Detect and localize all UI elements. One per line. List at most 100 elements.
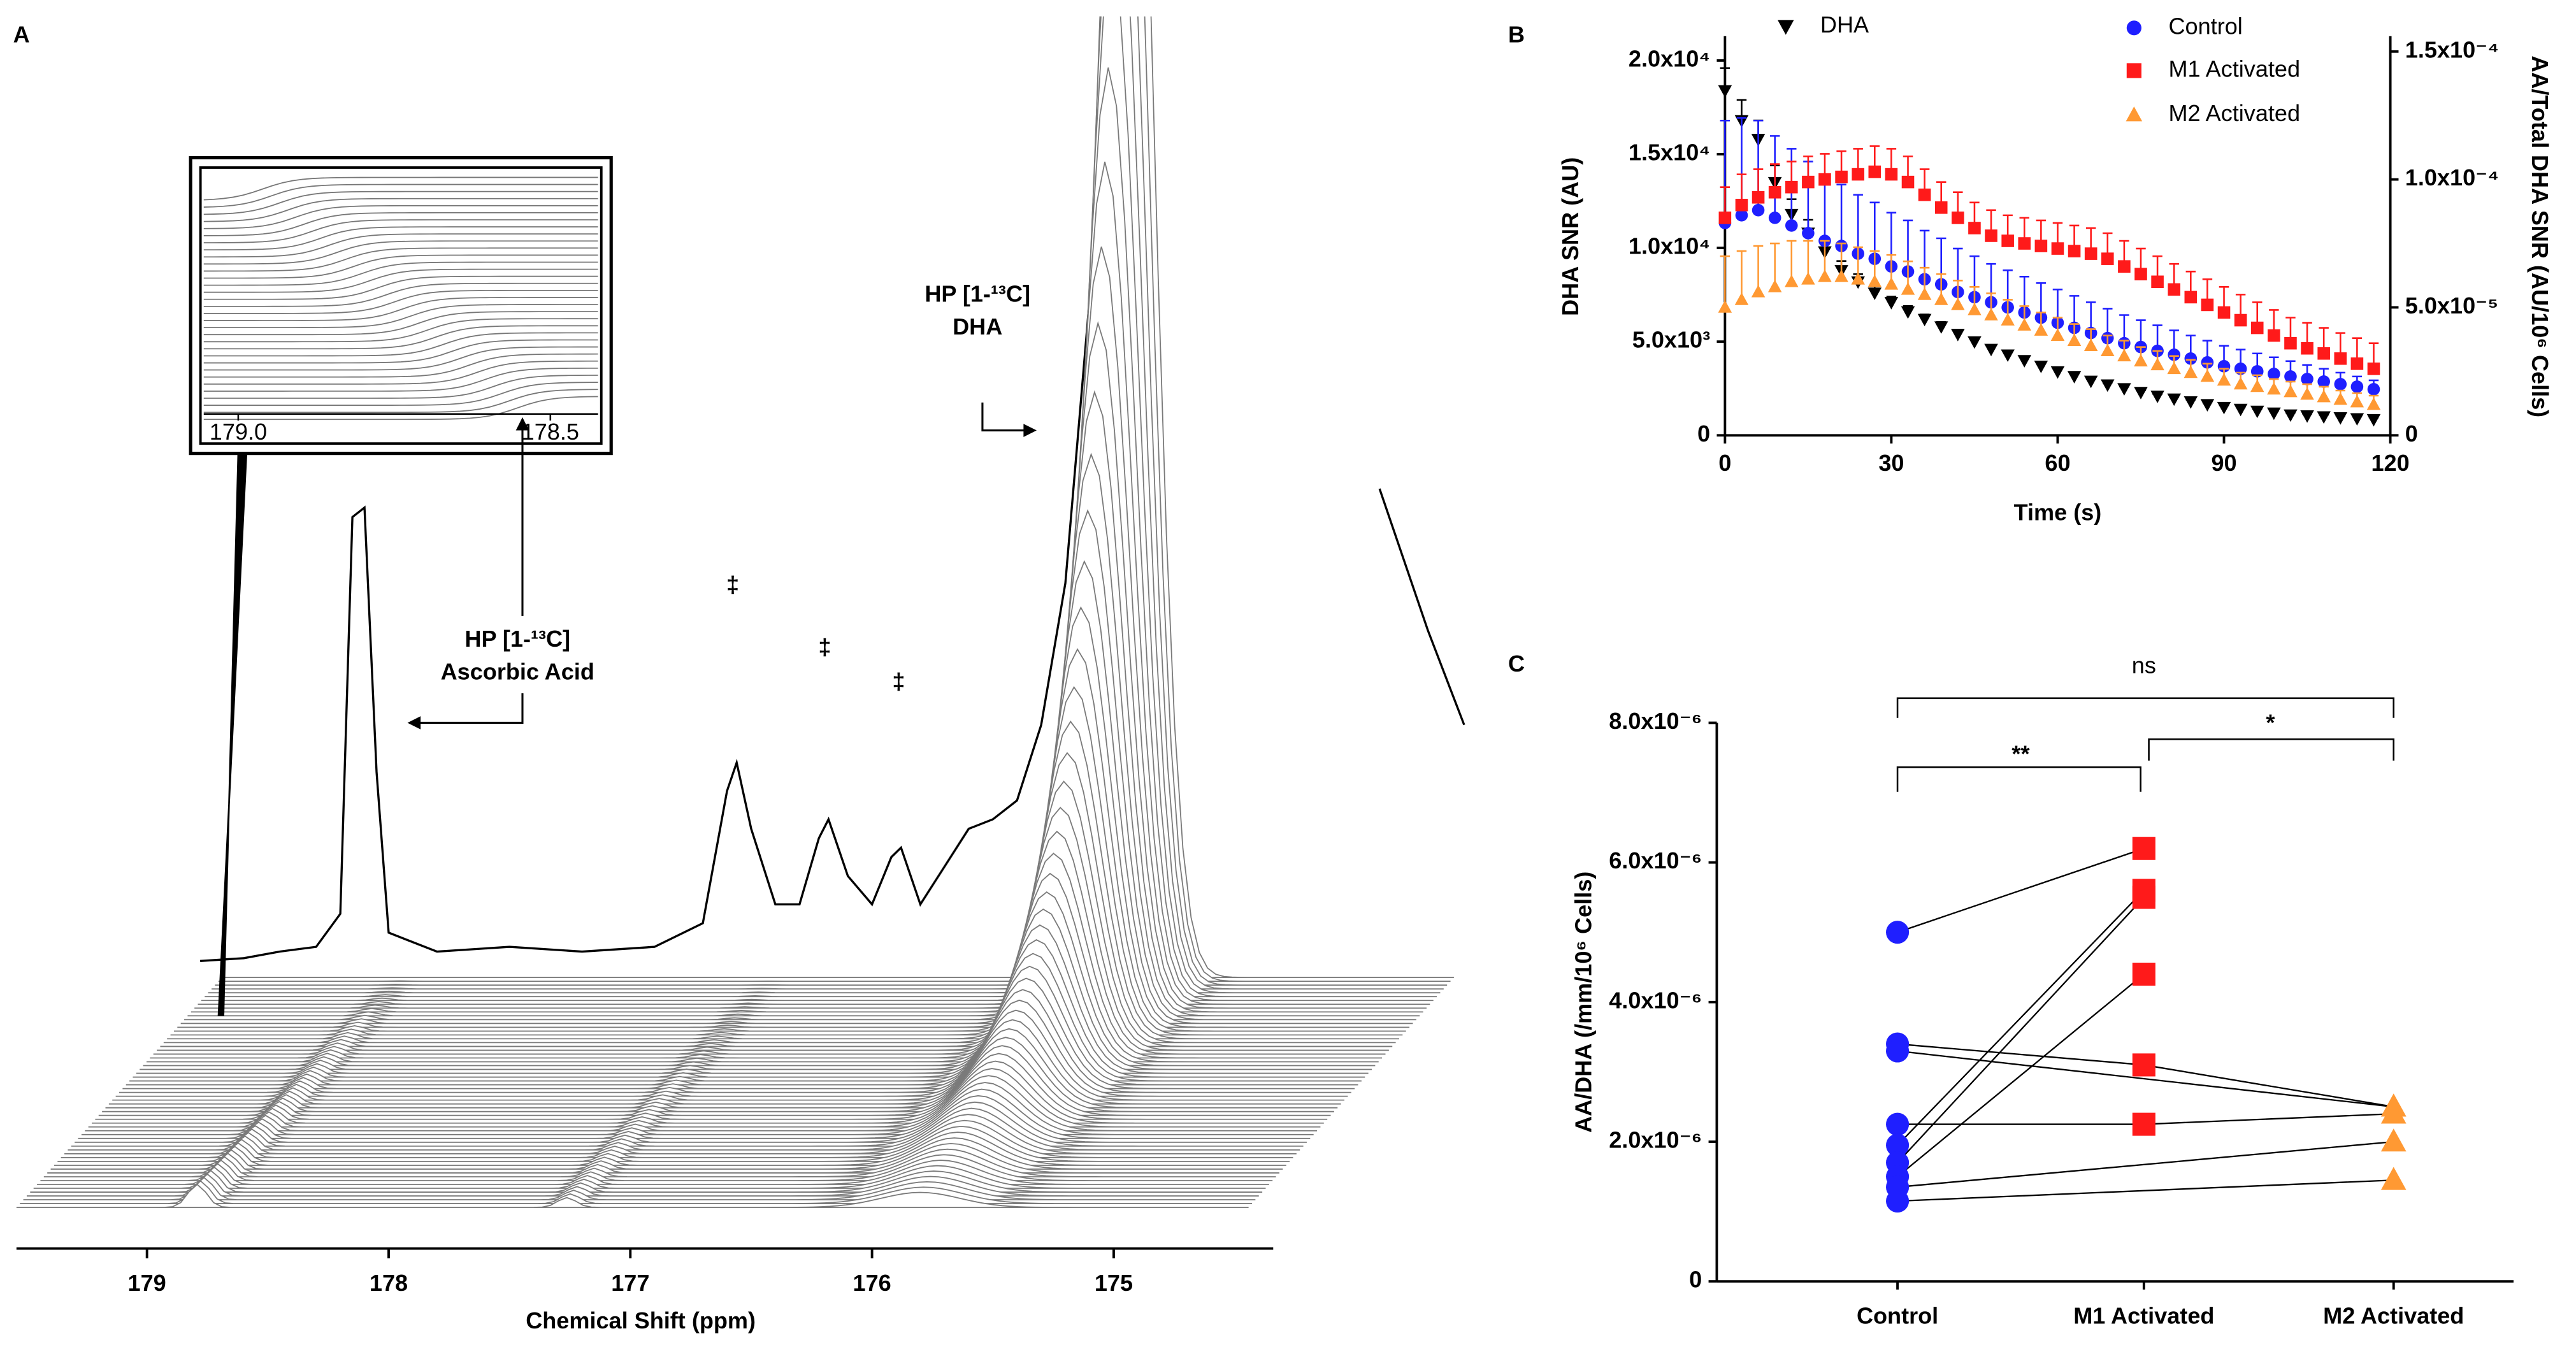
marker (2184, 396, 2198, 409)
y2-tick-label: 0 (2405, 421, 2418, 447)
marker (2317, 347, 2330, 360)
inset-trace (203, 346, 598, 371)
marker (1885, 168, 1898, 181)
marker (2284, 409, 2298, 422)
marker (1951, 298, 1965, 310)
inset-trace (203, 325, 598, 350)
inset-trace (203, 205, 598, 229)
x-tick-label: 177 (611, 1270, 649, 1296)
waterfall-trace (215, 16, 1448, 986)
annotation: ‡ (892, 668, 905, 694)
inset-trace (203, 339, 598, 364)
marker (2117, 349, 2131, 362)
marker (1917, 287, 1932, 300)
marker (1752, 191, 1765, 204)
marker (2034, 240, 2048, 252)
marker (1884, 297, 1899, 310)
waterfall-trace (173, 648, 1406, 1032)
pair-line (1897, 1043, 2144, 1066)
marker (1818, 269, 1832, 282)
inset-trace (203, 304, 598, 329)
inset-trace (203, 389, 598, 414)
marker (1968, 222, 1981, 234)
marker (2132, 1053, 2155, 1077)
marker (2101, 379, 2115, 392)
marker (1886, 921, 1910, 944)
marker (2284, 336, 2297, 350)
marker (2334, 378, 2347, 391)
marker (2134, 268, 2147, 281)
y-tick-label: 8.0x10⁻⁶ (1609, 708, 1702, 734)
inset-trace (203, 268, 598, 293)
x-axis-label: Time (s) (2014, 500, 2102, 526)
marker (2250, 379, 2264, 392)
inset-trace (203, 282, 598, 307)
x-tick-label: Control (1857, 1302, 1938, 1328)
marker (2134, 354, 2148, 367)
inset-trace (203, 353, 598, 378)
waterfall-trace (160, 780, 1393, 1047)
error-bar (1769, 242, 1780, 287)
marker (2333, 392, 2348, 405)
marker (2367, 383, 2380, 396)
waterfall-trace (208, 16, 1441, 994)
marker (1968, 303, 1982, 315)
marker (2132, 886, 2155, 909)
marker (2168, 348, 2181, 361)
x-tick-label: 179 (128, 1270, 166, 1296)
marker (1901, 175, 1915, 189)
pair-line (1897, 889, 2145, 1146)
spectrum (1378, 488, 1465, 726)
inset-trace (203, 219, 598, 243)
legend-label: M1 Activated (2169, 55, 2301, 82)
x-tick-label: M1 Activated (2073, 1302, 2214, 1328)
marker (2201, 356, 2214, 369)
marker (2350, 394, 2364, 408)
inset-trace (203, 233, 598, 258)
x-tick-label: 60 (2045, 450, 2070, 476)
inset-trace (203, 212, 598, 236)
marker (1718, 85, 1732, 98)
marker (2083, 338, 2098, 352)
error-bar (1836, 183, 1846, 247)
marker (2317, 375, 2330, 388)
marker (1768, 212, 1781, 224)
marker (2168, 283, 2181, 296)
legend-label: Control (2169, 13, 2243, 39)
pair-line (1897, 847, 2145, 933)
y2-axis-label: AA/Total DHA SNR (AU/10⁶ Cells) (2527, 55, 2553, 417)
marker (2301, 342, 2313, 355)
marker (2350, 413, 2364, 426)
marker (2217, 373, 2231, 386)
annotation: HP [1-¹³C] (464, 626, 570, 652)
y-tick-label: 6.0x10⁻⁶ (1609, 847, 1702, 874)
marker (1784, 275, 1799, 287)
inset-trace (203, 382, 598, 406)
waterfall-trace (95, 1053, 1328, 1120)
annotation: HP [1-¹³C] (925, 281, 1030, 307)
marker (2201, 298, 2214, 312)
marker (2366, 414, 2381, 427)
pair-line (2143, 1064, 2394, 1108)
waterfall-trace (222, 16, 1454, 979)
y-tick-label: 0 (1697, 421, 1710, 447)
marker (2017, 318, 2032, 331)
error-bar (1736, 250, 1747, 300)
inset-trace (203, 198, 598, 222)
pair-line (1897, 1179, 2394, 1202)
marker (2018, 237, 2031, 250)
inset-trace (203, 360, 598, 385)
arrowhead (515, 417, 529, 431)
marker (2317, 389, 2331, 403)
y-tick-label: 2.0x10⁴ (1629, 45, 1710, 71)
bracket (2148, 738, 2395, 761)
marker (1802, 175, 1815, 189)
waterfall-trace (180, 560, 1413, 1025)
marker (1777, 20, 1794, 35)
panel-a (16, 16, 1465, 1209)
legend-label: DHA (1820, 11, 1869, 38)
pair-line (1897, 1140, 2394, 1188)
marker (2217, 401, 2231, 415)
marker (2234, 313, 2247, 327)
